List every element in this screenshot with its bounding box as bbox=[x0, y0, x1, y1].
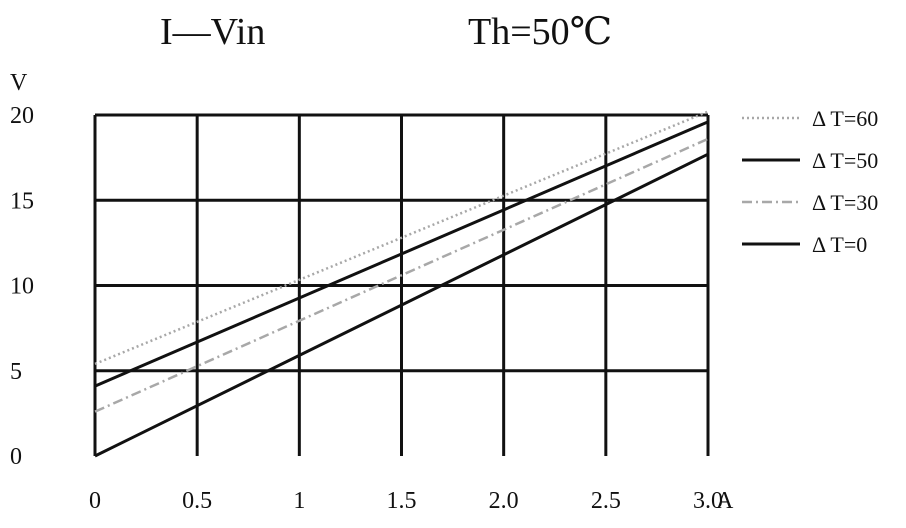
y-tick-label: 15 bbox=[10, 188, 34, 214]
legend-label: Δ T=0 bbox=[812, 232, 867, 257]
y-axis-label: V bbox=[10, 70, 28, 96]
series-line bbox=[94, 110, 709, 366]
series-line bbox=[94, 152, 709, 458]
legend-label: Δ T=30 bbox=[812, 190, 878, 215]
plot-grid bbox=[93, 113, 710, 456]
legend-label: Δ T=60 bbox=[812, 106, 878, 131]
y-tick-label: 0 bbox=[10, 444, 22, 470]
x-tick-label: 0.5 bbox=[182, 488, 212, 514]
x-axis-label: A bbox=[716, 488, 734, 514]
y-tick-label: 20 bbox=[10, 103, 34, 129]
x-tick-label: 1 bbox=[293, 488, 305, 514]
chart-subtitle: Th=50℃ bbox=[468, 11, 612, 53]
x-tick-label: 3.0 bbox=[693, 488, 723, 514]
legend-label: Δ T=50 bbox=[812, 148, 878, 173]
series-line bbox=[94, 120, 709, 388]
series-line bbox=[94, 137, 709, 413]
x-tick-label: 2.5 bbox=[591, 488, 621, 514]
x-tick-label: 1.5 bbox=[387, 488, 417, 514]
chart-title: I—Vin bbox=[160, 11, 265, 53]
legend: Δ T=60 Δ T=50 Δ T=30 Δ T=0 bbox=[742, 106, 878, 257]
x-tick-label: 0 bbox=[89, 488, 101, 514]
series-lines bbox=[94, 110, 709, 458]
y-tick-label: 5 bbox=[10, 359, 22, 385]
y-tick-label: 10 bbox=[10, 274, 34, 300]
axis-ticks: 0 0.5 1 1.5 2.0 2.5 3.0 0 5 10 15 20 bbox=[10, 103, 723, 514]
x-tick-label: 2.0 bbox=[489, 488, 519, 514]
